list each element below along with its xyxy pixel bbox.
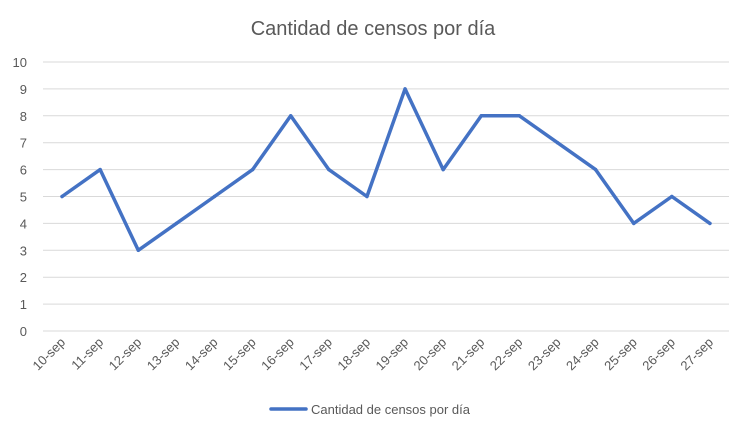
- y-tick-label: 1: [20, 297, 27, 312]
- x-tick-label: 24-sep: [563, 335, 602, 374]
- data-point: [250, 167, 255, 172]
- data-point: [632, 221, 636, 226]
- x-tick-label: 23-sep: [525, 335, 564, 374]
- data-point: [327, 167, 331, 172]
- x-tick-label: 21-sep: [449, 335, 488, 374]
- data-point: [403, 87, 407, 91]
- series-line-0: [60, 87, 712, 253]
- data-point: [60, 194, 64, 199]
- gridlines: [43, 61, 729, 332]
- y-tick-label: 5: [20, 190, 27, 205]
- x-tick-label: 13-sep: [144, 335, 183, 374]
- x-tick-label: 16-sep: [258, 335, 297, 374]
- y-tick-label: 9: [20, 82, 27, 97]
- x-tick-label: 26-sep: [639, 335, 678, 374]
- x-tick-label: 19-sep: [372, 335, 411, 374]
- x-tick-label: 17-sep: [296, 335, 335, 374]
- data-point: [365, 194, 369, 199]
- x-tick-label: 10-sep: [29, 335, 68, 374]
- y-tick-label: 8: [20, 109, 27, 124]
- x-tick-label: 20-sep: [411, 335, 450, 374]
- x-tick-label: 27-sep: [677, 335, 716, 374]
- chart-title: Cantidad de censos por día: [251, 18, 496, 40]
- data-point: [670, 194, 674, 199]
- legend: Cantidad de censos por día: [269, 402, 471, 417]
- data-point: [289, 114, 293, 118]
- x-tick-label: 14-sep: [182, 335, 221, 374]
- y-tick-label: 3: [20, 243, 27, 258]
- x-tick-label: 15-sep: [220, 335, 259, 374]
- x-axis-ticks: 10-sep 11-sep 12-sep 13-sep 14-sep 15-sep 16-s…: [29, 335, 716, 374]
- x-tick-label: 22-sep: [487, 335, 526, 374]
- y-tick-label: 0: [20, 324, 27, 339]
- data-point: [441, 167, 445, 172]
- y-tick-label: 6: [20, 163, 27, 178]
- y-tick-label: 2: [20, 270, 27, 285]
- data-point: [708, 221, 712, 226]
- series-layer: [60, 87, 712, 253]
- data-point: [479, 114, 483, 118]
- x-tick-label: 18-sep: [334, 335, 373, 374]
- data-point: [555, 141, 560, 145]
- x-tick-label: 11-sep: [68, 335, 106, 373]
- y-tick-label: 10: [13, 55, 27, 70]
- data-point: [212, 194, 217, 199]
- data-point: [136, 248, 140, 252]
- legend-label: Cantidad de censos por día: [311, 402, 471, 417]
- data-point: [98, 167, 102, 172]
- data-point: [593, 167, 598, 172]
- data-point: [174, 221, 179, 226]
- y-tick-label: 7: [20, 136, 27, 151]
- data-point: [517, 114, 522, 118]
- x-tick-label: 25-sep: [601, 335, 640, 374]
- y-axis-ticks: 0 1 2 3 4 5 6 7 8 9 10: [13, 55, 27, 339]
- y-tick-label: 4: [20, 216, 27, 231]
- x-tick-label: 12-sep: [106, 335, 145, 374]
